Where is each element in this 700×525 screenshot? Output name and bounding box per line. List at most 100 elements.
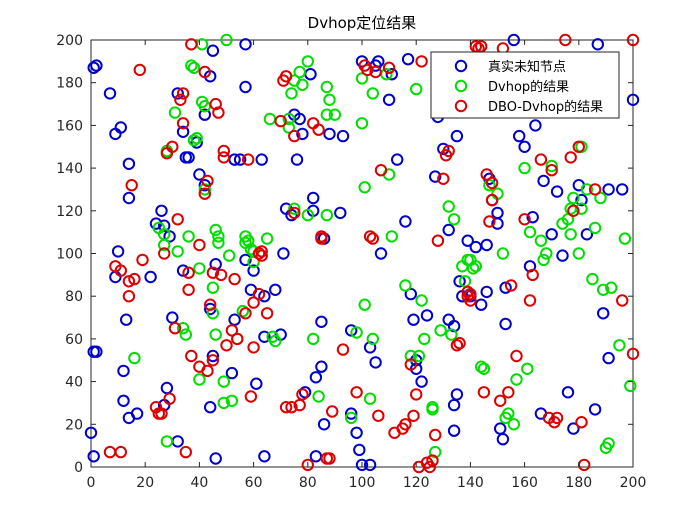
series-0-point-31 — [182, 151, 195, 164]
series-2-point-127 — [572, 140, 585, 154]
series-0-point-43 — [225, 366, 239, 380]
y-tick-label-1: 20 — [65, 417, 83, 433]
series-0-point-13 — [87, 450, 100, 463]
series-2-point-72 — [336, 343, 350, 356]
series-0-point-9 — [111, 245, 125, 258]
series-1-point-105 — [540, 247, 553, 260]
x-tick-label-8: 160 — [511, 475, 538, 491]
series-1-point-116 — [586, 272, 599, 286]
series-2-point-79 — [372, 409, 385, 422]
series-0-point-73 — [298, 386, 312, 399]
series-0-point-104 — [437, 142, 450, 156]
series-2-point-24 — [182, 283, 195, 296]
series-1-point-91 — [475, 360, 488, 373]
series-0-point-57 — [269, 283, 282, 296]
series-1-point-43 — [269, 334, 282, 348]
series-1-point-75 — [412, 349, 426, 363]
scatter-points-layer — [84, 33, 640, 474]
series-2-point-43 — [228, 272, 241, 286]
series-0-point-88 — [374, 247, 388, 260]
series-0-point-96 — [404, 287, 417, 301]
series-0-point-22 — [163, 230, 176, 243]
series-0-point-84 — [355, 458, 369, 472]
series-0-point-87 — [369, 356, 382, 369]
series-2-point-124 — [559, 33, 572, 47]
series-0-point-20 — [155, 204, 168, 218]
series-1-point-117 — [588, 221, 602, 235]
legend-marker-1 — [454, 79, 468, 93]
series-1-point-83 — [445, 328, 458, 341]
series-0-point-152 — [626, 93, 640, 107]
series-2-point-63 — [296, 388, 309, 401]
series-1-point-63 — [355, 72, 369, 85]
series-0-point-33 — [193, 168, 206, 181]
series-2-point-123 — [550, 411, 564, 425]
series-2-point-130 — [588, 183, 602, 196]
series-2-point-8 — [133, 63, 147, 77]
series-2-point-46 — [242, 153, 255, 166]
series-1-point-56 — [320, 108, 333, 121]
series-1-point-102 — [523, 225, 537, 239]
series-0-point-48 — [239, 80, 252, 94]
series-2-point-78 — [369, 65, 382, 79]
y-tick-label-9: 180 — [56, 76, 83, 92]
series-0-point-2 — [103, 87, 117, 100]
series-2-point-61 — [288, 129, 301, 143]
series-1-point-104 — [537, 253, 550, 267]
series-1-point-52 — [301, 208, 314, 222]
series-2-point-93 — [429, 428, 442, 442]
series-1-point-26 — [212, 236, 225, 250]
series-2-point-42 — [225, 324, 239, 337]
series-2-point-41 — [220, 339, 233, 352]
series-0-point-140 — [567, 422, 580, 435]
series-1-point-25 — [212, 230, 225, 243]
y-tick-label-2: 40 — [65, 375, 83, 391]
series-1-point-21 — [206, 281, 220, 294]
x-tick-label-0: 0 — [87, 475, 96, 491]
series-2-point-121 — [545, 164, 558, 177]
series-0-point-114 — [461, 234, 474, 247]
series-0-point-77 — [334, 206, 347, 220]
series-0-point-79 — [345, 324, 358, 337]
series-2-point-60 — [288, 206, 301, 220]
series-2-point-50 — [252, 287, 266, 301]
series-1-point-113 — [575, 202, 588, 215]
series-2-point-112 — [494, 394, 507, 407]
series-2-point-70 — [323, 452, 336, 465]
series-2-point-125 — [564, 151, 577, 164]
series-2-point-25 — [185, 38, 198, 51]
legend-entries: 真实未知节点 Dvhop的结果 DBO-Dvhop的结果 — [454, 59, 603, 115]
x-tick-label-7: 140 — [457, 475, 484, 491]
series-1-point-101 — [521, 362, 534, 375]
x-tick-label-1: 20 — [136, 475, 154, 491]
series-2-point-39 — [217, 144, 231, 158]
series-1-point-51 — [301, 55, 314, 68]
series-2-point-75 — [361, 63, 374, 77]
series-2-point-34 — [206, 266, 220, 279]
series-2-point-33 — [204, 298, 217, 311]
x-tick-label-10: 200 — [620, 475, 647, 491]
series-2-point-115 — [510, 349, 523, 363]
series-2-point-9 — [136, 253, 149, 267]
series-1-point-28 — [217, 396, 231, 410]
series-2-point-16 — [166, 140, 179, 154]
series-2-point-58 — [279, 401, 293, 414]
series-1-point-48 — [288, 202, 301, 215]
series-2-point-89 — [415, 55, 428, 68]
series-0-point-148 — [597, 307, 610, 320]
legend-label-2: DBO-Dvhop的结果 — [488, 99, 603, 115]
series-1-point-106 — [545, 159, 558, 173]
series-0-point-139 — [561, 386, 575, 399]
series-2-point-84 — [399, 418, 412, 431]
series-0-point-49 — [239, 253, 252, 267]
series-0-point-95 — [401, 53, 415, 66]
series-2-point-51 — [252, 247, 266, 260]
series-0-point-17 — [130, 407, 144, 420]
series-2-point-6 — [125, 179, 138, 192]
series-1-point-79 — [426, 403, 439, 416]
series-2-point-22 — [179, 445, 193, 459]
series-2-point-100 — [453, 337, 466, 350]
series-0-point-40 — [206, 349, 220, 363]
series-2-point-57 — [279, 70, 293, 83]
series-0-point-110 — [447, 398, 461, 412]
